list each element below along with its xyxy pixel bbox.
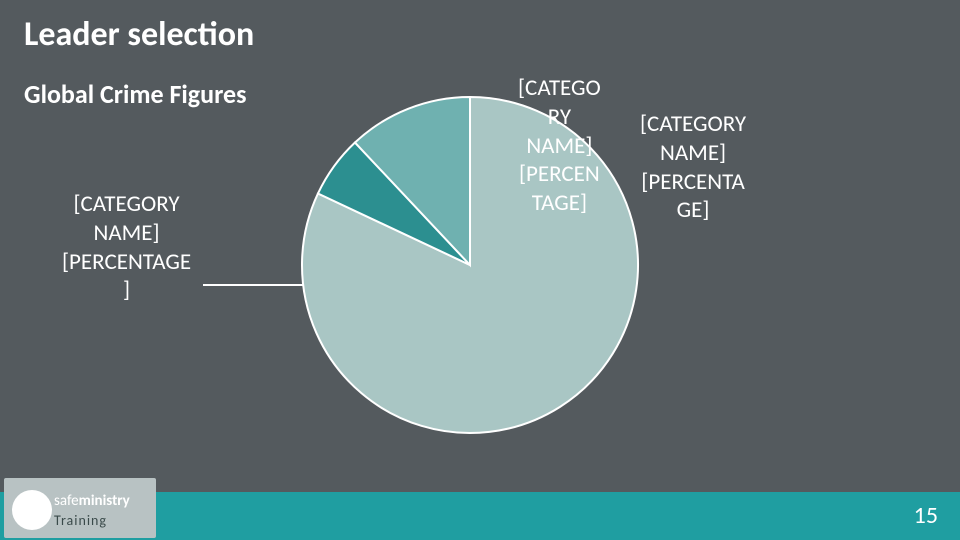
logo-circle-icon [12, 490, 52, 530]
page-title: Leader selection [24, 14, 254, 55]
logo-text-bold: ministry [79, 492, 130, 510]
pie-label-1: [CATEGO RY NAME] [PERCEN TAGE] [518, 74, 601, 218]
logo-text-prefix: safe [54, 492, 79, 510]
logo-subtext: Training [54, 512, 107, 529]
pie-label-0: [CATEGORY NAME] [PERCENTAGE ] [62, 190, 191, 305]
slide: Leader selection Global Crime Figures [C… [0, 0, 960, 540]
chart-subtitle: Global Crime Figures [24, 78, 247, 110]
page-number: 15 [914, 501, 938, 530]
pie-label-2: [CATEGORY NAME] [PERCENTA GE] [640, 110, 746, 225]
logo-text: safeministry [54, 492, 130, 510]
logo: safeministry Training [4, 478, 156, 538]
leader-line-0 [203, 284, 303, 286]
